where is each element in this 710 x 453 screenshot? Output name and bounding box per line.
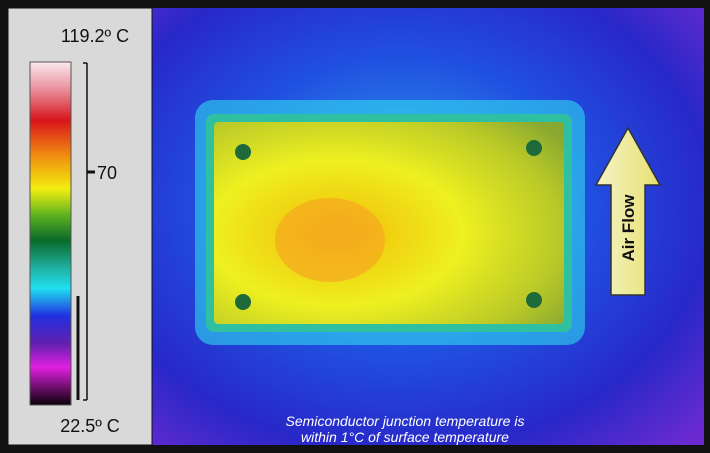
caption-line: Semiconductor junction temperature is (286, 413, 525, 429)
min-label: 22.5º C (60, 416, 120, 436)
max-label: 119.2º C (61, 26, 129, 46)
caption-line: within 1°C of surface temperature (301, 429, 509, 445)
hot-spot (275, 198, 385, 282)
board (214, 122, 564, 324)
airflow-arrow (594, 126, 662, 296)
mount-holes (235, 140, 542, 310)
panel-border (7, 7, 153, 446)
tick-label: 70 (97, 163, 117, 183)
color-bar (29, 61, 72, 406)
arrow-label: Air Flow (619, 194, 638, 262)
